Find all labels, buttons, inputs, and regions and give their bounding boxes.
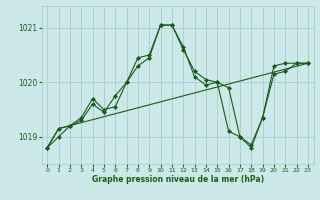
X-axis label: Graphe pression niveau de la mer (hPa): Graphe pression niveau de la mer (hPa) bbox=[92, 175, 264, 184]
